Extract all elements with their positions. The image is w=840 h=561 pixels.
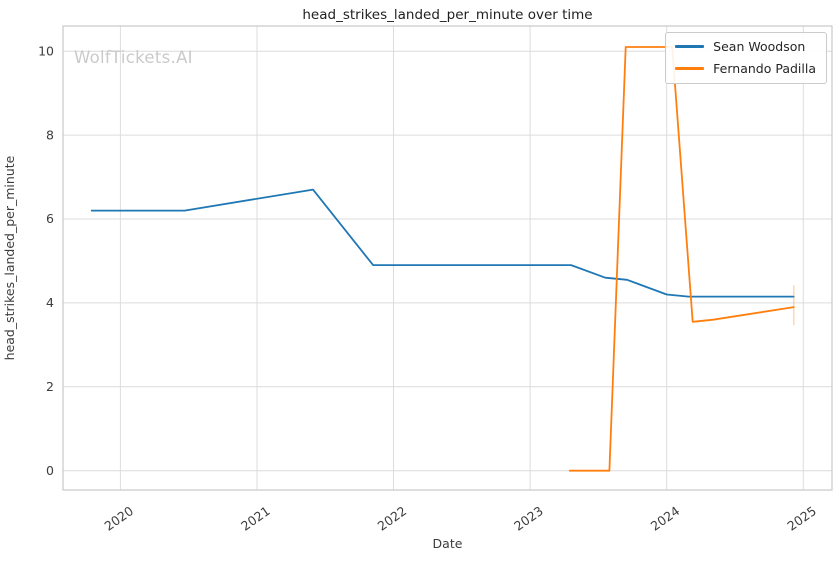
x-tick-labels: 2020 2021 2022 2023 2024 2025 — [101, 503, 819, 534]
legend-line-swatch — [675, 67, 705, 70]
x-tick-label: 2021 — [238, 503, 273, 534]
y-tick-label: 2 — [46, 379, 54, 394]
gridlines — [63, 26, 832, 490]
x-tick-label: 2024 — [648, 503, 683, 534]
legend-label: Fernando Padilla — [713, 61, 816, 76]
y-axis-label: head_strikes_landed_per_minute — [2, 155, 17, 361]
y-tick-label: 8 — [46, 127, 54, 142]
y-tick-labels: 0 2 4 6 8 10 — [38, 43, 54, 478]
y-tick-label: 6 — [46, 211, 54, 226]
legend: Sean Woodson Fernando Padilla — [665, 32, 827, 84]
x-tick-label: 2020 — [101, 503, 136, 534]
y-tick-label: 10 — [38, 43, 54, 58]
watermark: WolfTickets.AI — [74, 48, 193, 67]
axes-border — [62, 25, 833, 491]
legend-line-swatch — [675, 45, 705, 48]
x-axis-label: Date — [432, 536, 463, 551]
legend-item: Fernando Padilla — [675, 60, 816, 77]
x-tick-label: 2022 — [375, 503, 410, 534]
x-tick-label: 2023 — [511, 503, 546, 534]
y-tick-label: 0 — [46, 463, 54, 478]
y-tick-label: 4 — [46, 295, 54, 310]
chart-title: head_strikes_landed_per_minute over time — [302, 7, 593, 23]
legend-label: Sean Woodson — [713, 39, 806, 54]
series-line-sean-woodson — [90, 188, 795, 298]
series-line-fernando-padilla — [568, 46, 795, 472]
legend-item: Sean Woodson — [675, 38, 816, 55]
x-tick-label: 2025 — [784, 503, 819, 534]
